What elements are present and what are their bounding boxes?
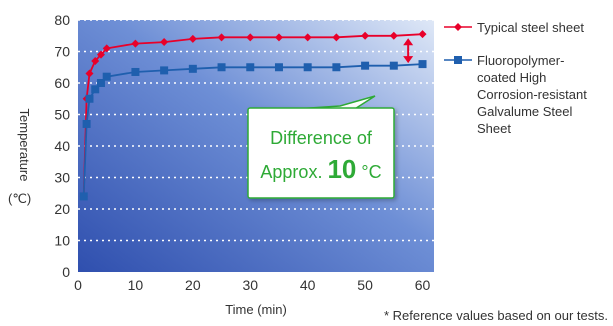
data-point [96, 79, 105, 87]
series-steel [79, 30, 427, 201]
callout-unit: °C [361, 162, 381, 182]
data-point [217, 33, 226, 42]
data-point [303, 63, 312, 72]
data-point [389, 61, 398, 70]
legend-square-marker [454, 56, 462, 64]
y-axis-label: Temperature [17, 109, 32, 182]
legend-label-fluoro-1: Fluoropolymer- [477, 53, 564, 68]
data-point [274, 33, 283, 42]
y-tick-label: 20 [54, 201, 70, 217]
x-tick-label: 0 [74, 277, 82, 293]
y-tick-label: 10 [54, 233, 70, 249]
data-point [188, 34, 197, 43]
y-tick-label: 0 [62, 264, 70, 280]
data-point [160, 38, 169, 47]
x-tick-label: 10 [128, 277, 144, 293]
series-fluoro [79, 60, 427, 201]
data-point [96, 50, 105, 59]
x-axis: 0 10 20 30 40 50 60 [74, 277, 430, 293]
y-tick-label: 70 [54, 44, 70, 60]
arrow-head-down [403, 56, 414, 64]
data-point [85, 94, 94, 103]
legend-label-fluoro-5: Sheet [477, 121, 511, 136]
x-tick-label: 20 [185, 277, 201, 293]
data-point [85, 69, 94, 78]
x-axis-label: Time (min) [225, 302, 287, 317]
legend-label-fluoro-3: Corrosion-resistant [477, 87, 587, 102]
y-axis: 0 10 20 30 40 50 60 70 80 [54, 12, 70, 280]
data-point [332, 33, 341, 42]
data-point [91, 56, 100, 65]
y-tick-label: 50 [54, 107, 70, 123]
data-point [82, 119, 91, 128]
y-tick-label: 60 [54, 75, 70, 91]
data-point [274, 63, 283, 72]
callout-value: 10 [327, 154, 356, 184]
difference-arrow [403, 38, 414, 64]
data-point [361, 61, 370, 70]
data-point [361, 31, 370, 40]
legend-item-fluoro: Fluoropolymer- coated High Corrosion-res… [444, 53, 587, 136]
footnote: * Reference values based on our tests. [384, 308, 608, 323]
data-point [246, 33, 255, 42]
data-point [131, 39, 140, 48]
x-tick-label: 40 [300, 277, 316, 293]
legend-label-fluoro-2: coated High [477, 70, 546, 85]
data-point [102, 44, 111, 53]
data-point [79, 192, 88, 201]
x-tick-label: 30 [242, 277, 258, 293]
callout-line2: Approx. 10 °C [260, 154, 381, 184]
difference-callout: Difference of Approx. 10 °C [247, 95, 395, 199]
data-point [131, 67, 140, 76]
series-layer [79, 30, 427, 201]
legend-diamond-marker [454, 23, 462, 31]
y-tick-label: 40 [54, 138, 70, 154]
x-tick-label: 50 [357, 277, 373, 293]
data-point [102, 72, 111, 81]
legend-label-fluoro-4: Galvalume Steel [477, 104, 572, 119]
data-point [246, 63, 255, 72]
callout-line1: Difference of [270, 128, 373, 148]
x-tick-label: 60 [415, 277, 431, 293]
y-tick-label: 80 [54, 12, 70, 28]
data-point [418, 60, 427, 69]
data-point [91, 85, 100, 94]
legend: Typical steel sheet Fluoropolymer- coate… [444, 20, 587, 136]
data-point [303, 33, 312, 42]
legend-item-steel: Typical steel sheet [444, 20, 584, 35]
data-point [160, 66, 169, 75]
arrow-head-up [403, 38, 414, 46]
y-tick-label: 30 [54, 170, 70, 186]
legend-label-steel: Typical steel sheet [477, 20, 584, 35]
y-axis-unit: (℃) [8, 191, 31, 206]
data-point [332, 63, 341, 72]
callout-prefix: Approx. [260, 162, 327, 182]
data-point [418, 30, 427, 39]
data-point [389, 31, 398, 40]
data-point [188, 64, 197, 73]
data-point [217, 63, 226, 72]
